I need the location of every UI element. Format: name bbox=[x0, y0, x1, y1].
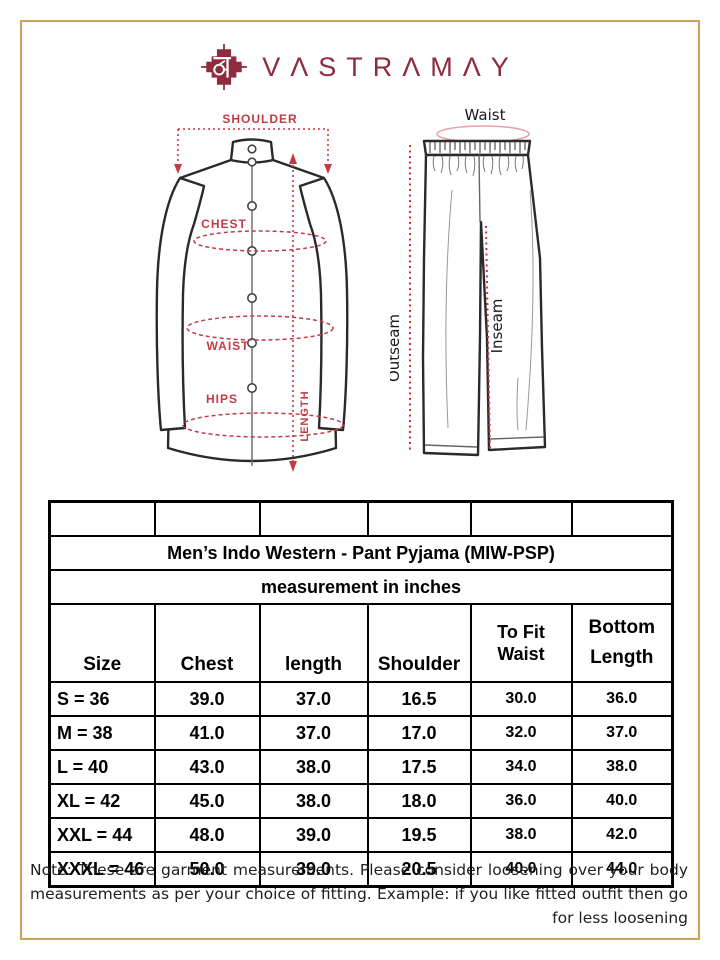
cell-bottom_length: 44.0 bbox=[570, 851, 674, 888]
cell-to_fit_waist: 34.0 bbox=[469, 749, 573, 785]
cell-length: 38.0 bbox=[258, 783, 369, 819]
kurta-hips-label: HIPS bbox=[206, 392, 238, 406]
table-body: S = 36 39.0 37.0 16.5 30.0 36.0 M = 38 41.0 37.0… bbox=[48, 681, 674, 888]
pant-fly-line bbox=[478, 154, 481, 223]
pant-inseam-label: Inseam bbox=[488, 299, 506, 354]
kurta-shoulder-label: SHOULDER bbox=[222, 112, 297, 126]
cell-chest: 43.0 bbox=[153, 749, 261, 785]
pant-measurement-diagram: Waist Outseam Inseam bbox=[390, 106, 547, 457]
kurta-waist-label: WAIST bbox=[207, 339, 250, 353]
length-arrow-up-icon bbox=[289, 153, 297, 164]
cell-bottom_length: 37.0 bbox=[570, 715, 674, 751]
cell-chest: 41.0 bbox=[153, 715, 261, 751]
cell-length: 37.0 bbox=[258, 681, 369, 717]
col-header-chest: Chest bbox=[153, 603, 261, 683]
brand-logo: VΛSTRΛMΛY bbox=[0, 44, 720, 90]
drawstring-gathers bbox=[432, 155, 524, 177]
table-row: L = 40 43.0 38.0 17.5 34.0 38.0 bbox=[48, 749, 674, 785]
kurta-length-label: LENGTH bbox=[299, 390, 311, 441]
cell-chest: 50.0 bbox=[153, 851, 261, 888]
cell-size: XXL = 44 bbox=[48, 817, 156, 853]
cell-shoulder: 16.5 bbox=[366, 681, 472, 717]
cell-bottom_length: 40.0 bbox=[570, 783, 674, 819]
table-title-row: Men’s Indo Western - Pant Pyjama (MIW-PS… bbox=[48, 535, 674, 571]
size-chart-table: Men’s Indo Western - Pant Pyjama (MIW-PS… bbox=[48, 500, 674, 888]
cell-bottom_length: 42.0 bbox=[570, 817, 674, 853]
table-title: Men’s Indo Western - Pant Pyjama (MIW-PS… bbox=[48, 535, 674, 571]
table-row: XXXL = 46 50.0 39.0 20.5 40.0 44.0 bbox=[48, 851, 674, 888]
cell-length: 39.0 bbox=[258, 817, 369, 853]
shoulder-arrow-left-icon bbox=[174, 164, 182, 174]
kurta-sleeve-left bbox=[155, 176, 206, 432]
cell-shoulder: 18.0 bbox=[366, 783, 472, 819]
col-header-size: Size bbox=[48, 603, 156, 683]
kurta-buttons bbox=[247, 144, 258, 393]
cell-to_fit_waist: 36.0 bbox=[469, 783, 573, 819]
cell-size: M = 38 bbox=[48, 715, 156, 751]
hips-measure-ellipse bbox=[182, 412, 344, 438]
cell-chest: 39.0 bbox=[153, 681, 261, 717]
chest-measure-ellipse bbox=[193, 230, 327, 252]
waist-measure-ellipse bbox=[186, 315, 334, 341]
measurement-note: Note: These are garment measurements. Pl… bbox=[30, 861, 688, 928]
table-subtitle-row: measurement in inches bbox=[48, 569, 674, 605]
cell-length: 39.0 bbox=[258, 851, 369, 888]
pant-cuff-lines bbox=[424, 436, 545, 448]
brand-name: VΛSTRΛMΛY bbox=[262, 51, 519, 82]
pant-outseam-label: Outseam bbox=[390, 314, 403, 382]
col-header-length: length bbox=[258, 603, 369, 683]
cell-shoulder: 20.5 bbox=[366, 851, 472, 888]
cell-shoulder: 19.5 bbox=[366, 817, 472, 853]
cell-bottom_length: 38.0 bbox=[570, 749, 674, 785]
cell-shoulder: 17.0 bbox=[366, 715, 472, 751]
col-header-to-fit-waist: To Fit Waist bbox=[469, 603, 573, 683]
cell-to_fit_waist: 40.0 bbox=[469, 851, 573, 888]
pant-waist-label: Waist bbox=[465, 106, 506, 124]
pant-crease-lines bbox=[445, 189, 534, 431]
cell-size: XL = 42 bbox=[48, 783, 156, 819]
shoulder-measure-line bbox=[177, 128, 329, 164]
cell-length: 37.0 bbox=[258, 715, 369, 751]
vastramay-logo-icon bbox=[201, 44, 248, 90]
col-header-bottom-length: Bottom Length bbox=[570, 603, 674, 683]
pant-waist-ellipse bbox=[436, 125, 530, 143]
table-top-strip bbox=[48, 501, 674, 537]
shoulder-arrow-right-icon bbox=[324, 164, 332, 174]
cell-chest: 45.0 bbox=[153, 783, 261, 819]
cell-size: XXXL = 46 bbox=[48, 851, 156, 888]
length-arrow-down-icon bbox=[289, 461, 297, 472]
cell-size: S = 36 bbox=[48, 681, 156, 717]
kurta-sleeve-right bbox=[298, 176, 349, 432]
table-subtitle: measurement in inches bbox=[48, 569, 674, 605]
cell-size: L = 40 bbox=[48, 749, 156, 785]
table-header-row: Size Chest length Shoulder To Fit Waist … bbox=[48, 603, 674, 683]
table-row: XXL = 44 48.0 39.0 19.5 38.0 42.0 bbox=[48, 817, 674, 853]
cell-to_fit_waist: 30.0 bbox=[469, 681, 573, 717]
table-head-section: Men’s Indo Western - Pant Pyjama (MIW-PS… bbox=[48, 501, 674, 683]
cell-chest: 48.0 bbox=[153, 817, 261, 853]
kurta-chest-label: CHEST bbox=[201, 217, 247, 231]
col-header-shoulder: Shoulder bbox=[366, 603, 472, 683]
cell-shoulder: 17.5 bbox=[366, 749, 472, 785]
cell-to_fit_waist: 38.0 bbox=[469, 817, 573, 853]
pant-legs bbox=[421, 153, 547, 457]
kurta-measurement-diagram: SHOULDER LENGTH CHEST WAIST HIPS bbox=[155, 112, 349, 472]
table-row: M = 38 41.0 37.0 17.0 32.0 37.0 bbox=[48, 715, 674, 751]
cell-to_fit_waist: 32.0 bbox=[469, 715, 573, 751]
table-row: S = 36 39.0 37.0 16.5 30.0 36.0 bbox=[48, 681, 674, 717]
table-row: XL = 42 45.0 38.0 18.0 36.0 40.0 bbox=[48, 783, 674, 819]
waistband-gathers bbox=[429, 142, 526, 153]
cell-length: 38.0 bbox=[258, 749, 369, 785]
cell-bottom_length: 36.0 bbox=[570, 681, 674, 717]
